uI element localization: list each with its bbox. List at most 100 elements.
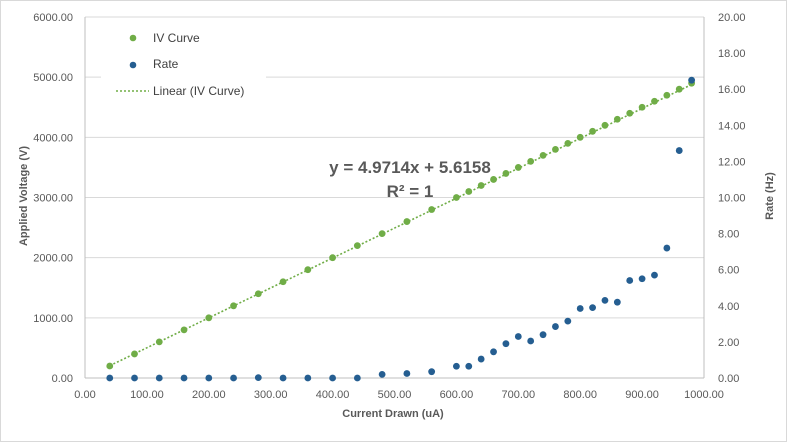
point-iv-curve xyxy=(589,127,596,135)
y2-tick-label: 4.00 xyxy=(718,301,739,313)
point-rate xyxy=(688,76,696,84)
point-rate xyxy=(304,374,312,382)
points-layer xyxy=(106,76,696,382)
point-iv-curve xyxy=(106,362,114,370)
x-tick-label: 100.00 xyxy=(130,389,164,401)
point-iv-curve xyxy=(465,188,473,195)
point-iv-curve xyxy=(502,170,510,177)
point-iv-curve xyxy=(564,139,572,147)
legend-label-iv-curve: IV Curve xyxy=(153,31,200,45)
point-iv-curve xyxy=(613,115,621,123)
point-rate xyxy=(638,275,646,283)
point-iv-curve xyxy=(155,338,163,346)
y2-tick-label: 2.00 xyxy=(718,337,739,349)
point-iv-curve xyxy=(576,133,584,141)
y-tick-label: 2000.00 xyxy=(33,253,73,265)
point-rate xyxy=(378,370,386,378)
point-iv-curve xyxy=(490,176,497,183)
point-rate xyxy=(675,147,683,154)
y2-tick-label: 0.00 xyxy=(718,373,739,385)
point-iv-curve xyxy=(651,97,658,105)
axes xyxy=(84,17,705,379)
x-tick-label: 700.00 xyxy=(501,389,535,401)
trendline-r-squared: R² = 1 xyxy=(387,182,434,201)
point-rate xyxy=(651,271,658,279)
point-rate xyxy=(477,355,485,363)
point-rate xyxy=(564,317,572,325)
y2-tick-label: 8.00 xyxy=(718,229,739,241)
point-iv-curve xyxy=(626,109,634,117)
x-tick-label: 600.00 xyxy=(440,389,474,401)
point-rate xyxy=(205,374,213,382)
point-iv-curve xyxy=(230,302,237,310)
legend-marker-iv-curve xyxy=(129,34,137,42)
point-iv-curve xyxy=(675,85,683,93)
x-tick-label: 300.00 xyxy=(254,389,288,401)
y-tick-label: 4000.00 xyxy=(33,132,73,144)
point-iv-curve xyxy=(180,326,188,334)
point-rate xyxy=(613,298,621,306)
y2-tick-label: 14.00 xyxy=(718,120,746,132)
x-tick-label: 200.00 xyxy=(192,389,226,401)
point-iv-curve xyxy=(304,266,312,274)
x-tick-label: 1000.00 xyxy=(684,389,724,401)
point-iv-curve xyxy=(514,164,522,171)
point-iv-curve xyxy=(205,314,213,322)
point-rate xyxy=(589,304,596,312)
point-iv-curve xyxy=(329,254,336,262)
y2-tick-label: 18.00 xyxy=(718,48,746,60)
point-rate xyxy=(539,331,547,339)
legend-label-trendline: Linear (IV Curve) xyxy=(153,84,244,98)
point-rate xyxy=(502,340,510,348)
x-tick-label: 500.00 xyxy=(378,389,412,401)
point-rate xyxy=(552,323,559,330)
trendline-equation: y = 4.9714x + 5.6158 xyxy=(329,158,491,177)
point-rate xyxy=(131,374,138,382)
legend-marker-rate xyxy=(129,61,137,69)
point-rate xyxy=(453,362,460,370)
x-tick-label: 400.00 xyxy=(316,389,350,401)
point-iv-curve xyxy=(638,103,646,111)
point-rate xyxy=(155,374,163,382)
point-rate xyxy=(254,374,262,382)
y2-tick-label: 10.00 xyxy=(718,193,746,205)
point-rate xyxy=(465,362,473,370)
point-rate xyxy=(576,305,584,312)
point-rate xyxy=(353,374,361,382)
y2-tick-label: 20.00 xyxy=(718,12,746,24)
point-iv-curve xyxy=(403,218,411,225)
point-iv-curve xyxy=(663,91,671,99)
y-axis-title: Applied Voltage (V) xyxy=(18,146,30,246)
x-tick-label: 0.00 xyxy=(74,389,95,401)
point-iv-curve xyxy=(428,206,436,213)
x-tick-label: 800.00 xyxy=(563,389,597,401)
point-iv-curve xyxy=(131,350,138,358)
x-axis-title: Current Drawn (uA) xyxy=(342,408,444,420)
point-iv-curve xyxy=(279,278,287,286)
point-rate xyxy=(527,337,535,345)
point-rate xyxy=(106,374,114,382)
y2-tick-label: 12.00 xyxy=(718,156,746,168)
point-rate xyxy=(601,296,609,304)
point-rate xyxy=(428,368,436,376)
y-tick-label: 6000.00 xyxy=(33,12,73,24)
y2-tick-label: 16.00 xyxy=(718,84,746,96)
point-iv-curve xyxy=(601,121,609,129)
point-rate xyxy=(180,374,188,382)
point-rate xyxy=(514,333,522,340)
point-iv-curve xyxy=(254,290,262,298)
y-tick-label: 3000.00 xyxy=(33,193,73,205)
point-iv-curve xyxy=(539,151,547,159)
y2-axis-title: Rate (Hz) xyxy=(764,172,776,220)
y-tick-label: 1000.00 xyxy=(33,313,73,325)
point-rate xyxy=(663,244,671,252)
point-iv-curve xyxy=(527,158,535,165)
point-rate xyxy=(279,374,287,382)
x-tick-label: 900.00 xyxy=(625,389,659,401)
y-tick-label: 0.00 xyxy=(52,373,73,385)
point-rate xyxy=(329,374,336,382)
point-iv-curve xyxy=(552,145,559,153)
point-iv-curve xyxy=(353,242,361,250)
